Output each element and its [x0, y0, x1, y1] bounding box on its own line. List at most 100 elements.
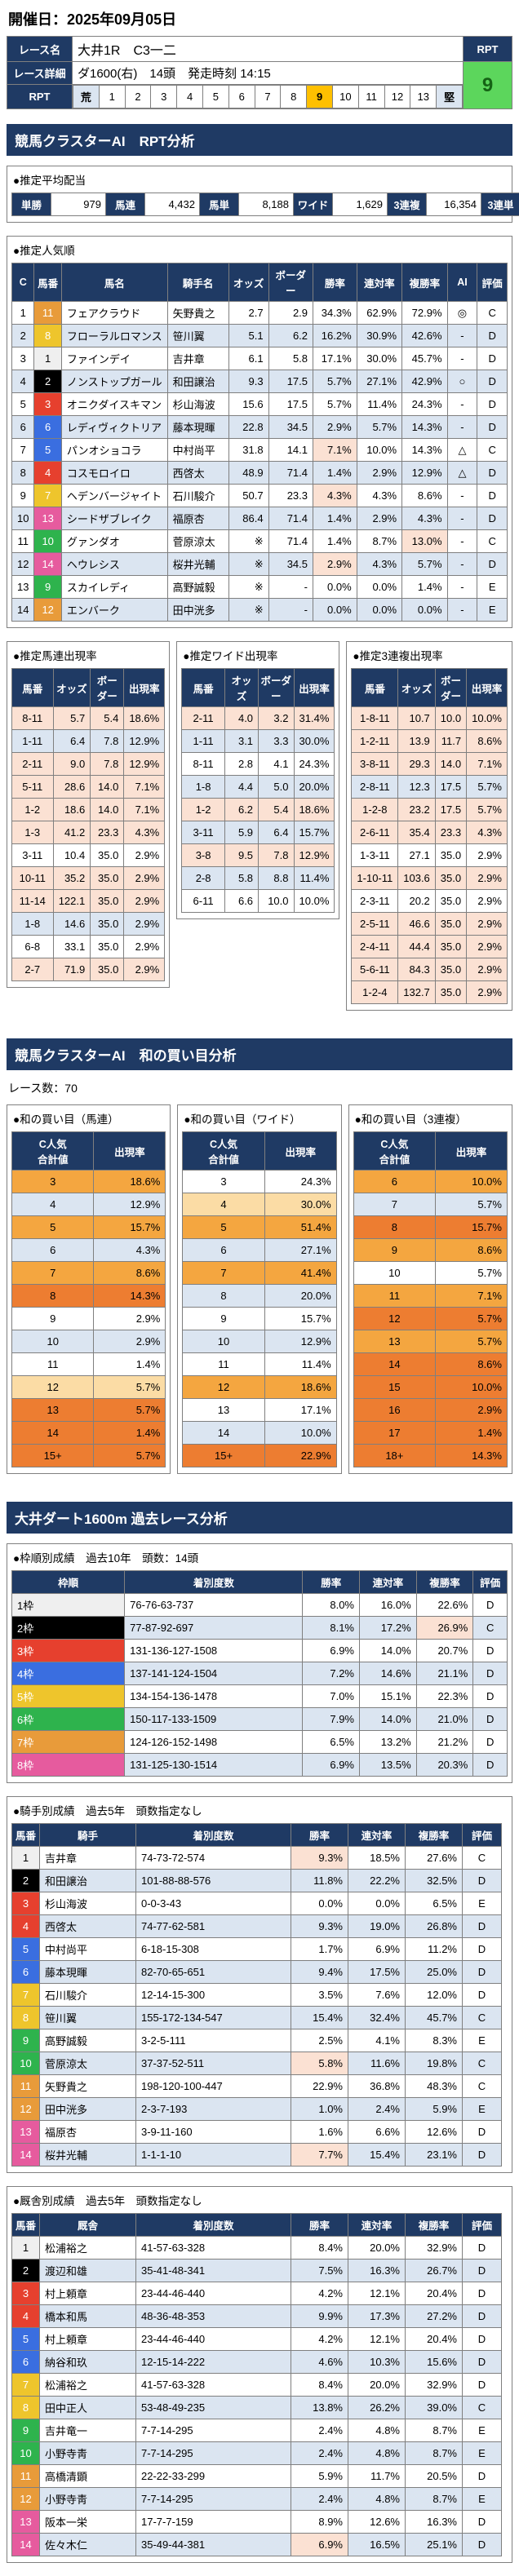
ai-cell: -	[447, 576, 477, 599]
num-cell: 14	[12, 2534, 40, 2556]
odds-cell: ※	[228, 599, 268, 622]
section-title-wa-analysis: 競馬クラスターAI 和の買い目分析	[7, 1038, 512, 1070]
win-cell: 5.9%	[291, 2465, 348, 2488]
quinella-cell: 15.4%	[348, 2144, 406, 2167]
name-cell: 福原杏	[40, 2121, 136, 2144]
payout-label: 3連単	[481, 193, 519, 216]
rate-cell: 2.9%	[436, 1399, 508, 1422]
column-header: AI	[447, 263, 477, 302]
num-cell: 4	[12, 1915, 40, 1938]
win-cell: 9.3%	[291, 1847, 348, 1870]
rpt-score-value: 9	[464, 62, 512, 109]
quinella-cell: 12.6%	[348, 2511, 406, 2534]
quinella-cell: 11.7%	[348, 2465, 406, 2488]
column-header: 勝率	[303, 1571, 360, 1594]
pair-cell: 5-11	[12, 776, 54, 799]
waku-cell: 1枠	[12, 1594, 125, 1617]
odds-cell: 10.7	[398, 707, 436, 730]
name-cell: 吉井竜一	[40, 2419, 136, 2442]
ai-cell: -	[447, 530, 477, 553]
sum-cell: 10	[353, 1262, 435, 1285]
border-cell: 35.0	[435, 958, 466, 981]
sum-cell: 15+	[183, 1445, 264, 1467]
sum-cell: 12	[183, 1376, 264, 1399]
border-cell: 8.8	[259, 867, 294, 890]
column-header: 厩舎	[40, 2214, 136, 2237]
eval-cell: D	[463, 2144, 502, 2167]
rate-cell: 5.7%	[436, 1330, 508, 1353]
rate-cell: 11.4%	[294, 867, 335, 890]
num-cell: 7	[34, 485, 61, 507]
waku-cell: 4枠	[12, 1662, 125, 1685]
border-cell: 6.4	[259, 821, 294, 844]
border-cell: 17.5	[435, 776, 466, 799]
c-cell: 7	[12, 439, 34, 462]
win-cell: 6.5%	[303, 1731, 360, 1754]
quinella-cell: 19.0%	[348, 1915, 406, 1938]
quinella-cell: 18.5%	[348, 1847, 406, 1870]
show-cell: 24.3%	[402, 393, 447, 416]
sum-cell: 15	[353, 1376, 435, 1399]
rate-cell: 31.4%	[294, 707, 335, 730]
pair-cell: 1-8	[182, 776, 225, 799]
border-cell: 7.8	[91, 730, 124, 753]
num-cell: 13	[34, 507, 61, 530]
rpt-scale-cell: 6	[228, 86, 255, 108]
rate-cell: 10.0%	[294, 890, 335, 913]
show-cell: 26.7%	[406, 2260, 463, 2282]
race-detail-label: レース詳細	[7, 62, 73, 85]
quinella-cell: 6.6%	[348, 2121, 406, 2144]
sum-cell: 6	[183, 1239, 264, 1262]
show-cell: 12.0%	[406, 1984, 463, 2007]
win-cell: 3.5%	[291, 1984, 348, 2007]
jockey-cell: 吉井章	[167, 347, 228, 370]
name-cell: 矢野貴之	[40, 2075, 136, 2098]
column-header: C人気 合計値	[183, 1132, 264, 1171]
record-cell: 7-7-14-295	[136, 2488, 291, 2511]
border-cell: 14.0	[91, 776, 124, 799]
column-header: 出現率	[94, 1132, 166, 1171]
rate-cell: 15.7%	[94, 1216, 166, 1239]
jockey-title: ●騎手別成績 過去5年 頭数指定なし	[11, 1799, 508, 1823]
race-name-value: 大井1R C3一二	[73, 37, 464, 62]
record-cell: 150-117-133-1509	[125, 1708, 303, 1731]
show-cell: 8.7%	[406, 2442, 463, 2465]
eval-cell: E	[477, 576, 508, 599]
rate-cell: 10.0%	[264, 1422, 336, 1445]
show-cell: 22.6%	[416, 1594, 473, 1617]
horse-cell: フェアクラウド	[61, 302, 167, 325]
quinella-cell: 17.2%	[360, 1617, 417, 1640]
record-cell: 23-44-46-440	[136, 2282, 291, 2305]
rate-cell: 12.9%	[264, 1330, 336, 1353]
show-cell: 25.0%	[406, 1961, 463, 1984]
num-cell: 10	[34, 530, 61, 553]
show-cell: 32.5%	[406, 1870, 463, 1892]
sum-cell: 11	[183, 1353, 264, 1376]
rate-cell: 7.1%	[467, 753, 508, 776]
horse-cell: スカイレディ	[61, 576, 167, 599]
jockey-cell: 菅原涼太	[167, 530, 228, 553]
eval-cell: D	[477, 370, 508, 393]
jockey-cell: 中村尚平	[167, 439, 228, 462]
rate-cell: 20.0%	[264, 1285, 336, 1308]
odds-cell: 35.4	[398, 821, 436, 844]
